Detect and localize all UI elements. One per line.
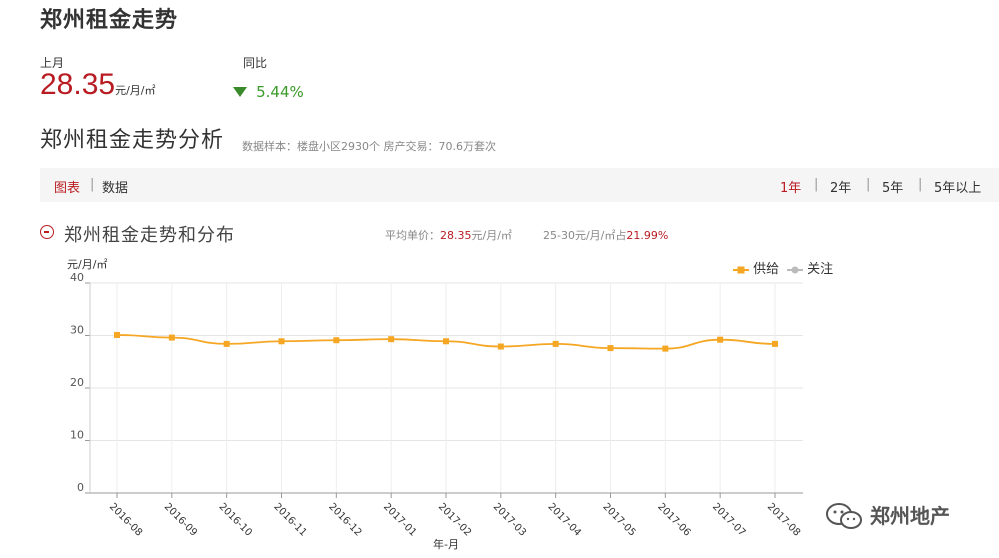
data-point-supply xyxy=(772,340,778,347)
legend-attention[interactable]: 关注 xyxy=(787,258,833,277)
last-month-label: 上月 xyxy=(40,56,65,70)
data-point-supply xyxy=(607,345,614,352)
tab-5-year[interactable]: 5年 xyxy=(882,181,904,196)
last-month-unit: 元/月/㎡ xyxy=(115,84,156,97)
data-point-supply xyxy=(168,334,175,341)
avg-unit: 元/月/㎡ xyxy=(471,229,512,242)
x-tick-label: 2016-08 xyxy=(107,501,144,538)
tab-separator: | xyxy=(90,177,95,192)
yoy-value: 5.44% xyxy=(256,83,304,101)
y-tick-label: 10 xyxy=(70,429,84,442)
x-tick-label: 2016-11 xyxy=(271,501,308,538)
range-value: 21.99% xyxy=(626,229,669,242)
page-title: 郑州租金走势 xyxy=(40,8,179,33)
data-point-supply xyxy=(552,340,559,347)
data-point-supply xyxy=(114,331,120,338)
legend-attention-marker xyxy=(787,266,803,273)
chart-section-title: 郑州租金走势和分布 xyxy=(64,225,235,246)
x-tick-label: 2017-05 xyxy=(600,501,637,538)
data-point-supply xyxy=(278,338,285,345)
y-tick-label: 40 xyxy=(70,271,84,284)
x-tick-label: 2017-04 xyxy=(546,501,583,538)
x-tick-label: 2016-12 xyxy=(326,501,363,538)
arrow-down-icon xyxy=(233,87,247,97)
avg-price-text: 平均单价：28.35元/月/㎡ xyxy=(385,227,512,243)
tab-separator: | xyxy=(814,177,819,192)
y-axis-label: 元/月/㎡ xyxy=(67,258,107,271)
tab-1-year[interactable]: 1年 xyxy=(780,181,802,196)
tab-separator: | xyxy=(866,177,871,192)
legend-supply-marker xyxy=(733,266,749,273)
legend-supply-label: 供给 xyxy=(753,262,780,277)
collapse-minus-icon[interactable] xyxy=(40,225,54,239)
x-tick-label: 2017-03 xyxy=(491,501,528,538)
x-tick-label: 2017-08 xyxy=(765,501,802,538)
watermark-text: 郑州地产 xyxy=(870,504,950,528)
data-point-supply xyxy=(388,336,395,343)
tab-5-year-plus[interactable]: 5年以上 xyxy=(934,181,982,196)
data-point-supply xyxy=(223,340,230,347)
y-tick-label: 0 xyxy=(77,481,84,494)
tab-2-year[interactable]: 2年 xyxy=(830,181,852,196)
data-point-supply xyxy=(497,343,504,350)
data-point-supply xyxy=(443,338,449,345)
x-tick-label: 2017-01 xyxy=(381,501,418,538)
yoy-label: 同比 xyxy=(243,56,268,70)
tab-bar: 图表 | 数据 1年 | 2年 | 5年 | 5年以上 xyxy=(40,168,999,202)
legend-supply[interactable]: 供给 xyxy=(733,258,779,277)
x-tick-label: 2016-09 xyxy=(162,501,199,538)
y-tick-label: 30 xyxy=(70,324,84,337)
range-label: 25-30元/月/㎡占 xyxy=(543,229,627,242)
tab-data[interactable]: 数据 xyxy=(102,181,129,196)
tab-separator: | xyxy=(918,177,923,192)
last-month-price-block: 28.35元/月/㎡ xyxy=(40,68,156,102)
x-tick-label: 2017-02 xyxy=(436,501,473,538)
x-tick-label: 2016-10 xyxy=(217,501,254,538)
analysis-title: 郑州租金走势分析 xyxy=(40,128,225,153)
x-tick-label: 2017-07 xyxy=(710,501,747,538)
last-month-price: 28.35 xyxy=(40,68,116,101)
range-share-text: 25-30元/月/㎡占21.99% xyxy=(543,227,668,243)
avg-value: 28.35 xyxy=(440,229,472,242)
data-point-supply xyxy=(662,345,669,352)
sample-text: 数据样本：楼盘小区2930个 房产交易：70.6万套次 xyxy=(242,140,496,153)
y-tick-label: 20 xyxy=(70,376,84,389)
yoy-block: 5.44% xyxy=(233,82,304,101)
wechat-icon xyxy=(825,502,865,536)
data-point-supply xyxy=(717,336,724,343)
avg-label: 平均单价： xyxy=(385,229,440,242)
data-point-supply xyxy=(333,337,340,344)
x-tick-label: 2017-06 xyxy=(655,501,692,538)
legend-attention-label: 关注 xyxy=(807,262,834,277)
tab-chart[interactable]: 图表 xyxy=(54,181,81,196)
x-axis-label: 年-月 xyxy=(433,537,459,551)
